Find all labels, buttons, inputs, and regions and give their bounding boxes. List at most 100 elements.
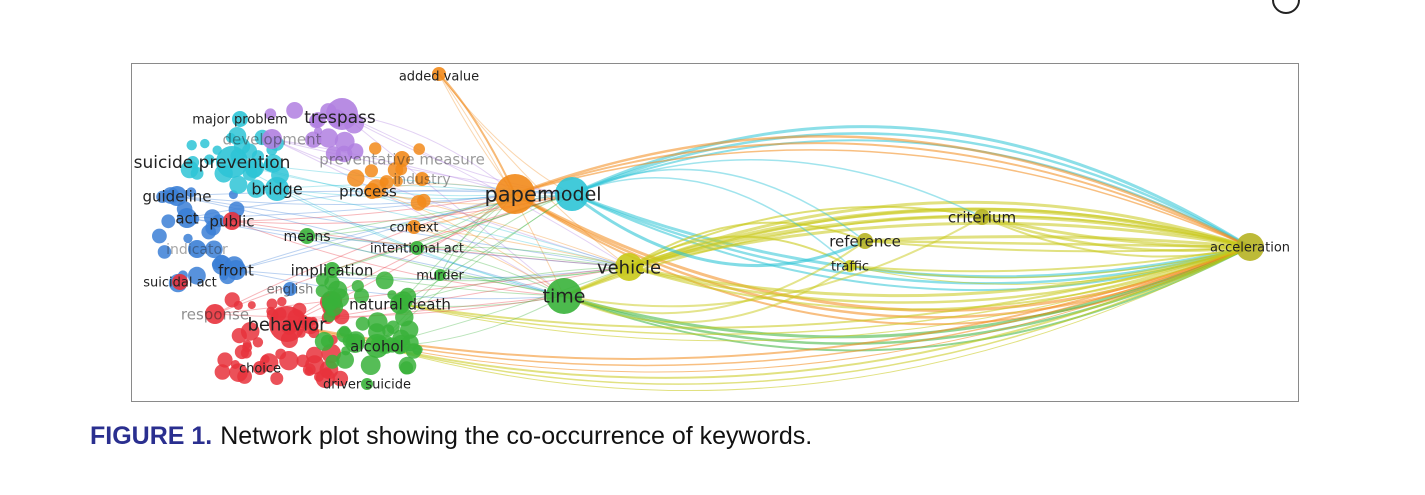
minor-node <box>347 169 365 187</box>
edge <box>628 245 1251 298</box>
edge <box>341 113 565 297</box>
edge <box>286 193 516 325</box>
edge <box>628 214 1251 269</box>
network-svg: added value major problem trespass developm… <box>134 67 1290 393</box>
node-choice <box>253 361 267 375</box>
edge <box>341 113 630 268</box>
minor-node <box>392 176 403 187</box>
edge <box>399 266 630 305</box>
edge <box>331 193 516 271</box>
edge <box>628 246 1251 311</box>
node-label-public: public <box>209 212 254 230</box>
minor-node <box>186 187 197 198</box>
node-acceleration <box>1236 233 1264 261</box>
minor-node <box>327 280 348 300</box>
minor-node <box>286 102 303 119</box>
minor-node <box>247 301 256 310</box>
edge <box>235 266 630 280</box>
minor-node <box>305 131 322 148</box>
edge <box>331 269 565 297</box>
network-plot: added value major problem trespass developm… <box>131 63 1299 402</box>
minor-node <box>217 352 233 368</box>
edge <box>399 295 565 307</box>
node-indicator <box>188 240 206 258</box>
minor-node <box>266 298 278 310</box>
minor-node <box>201 224 216 240</box>
minor-node <box>242 342 253 353</box>
edge <box>849 246 1251 279</box>
edge <box>514 135 1251 249</box>
minor-node <box>264 154 283 173</box>
node-label-development: development <box>223 130 322 148</box>
edge <box>331 193 573 271</box>
minor-node <box>325 354 340 369</box>
edge <box>341 113 573 195</box>
node-layer <box>167 67 1264 390</box>
node-label-suicide-prevention: suicide prevention <box>134 153 291 173</box>
minor-node <box>252 337 264 348</box>
minor-node <box>188 266 206 285</box>
edge <box>571 125 1251 249</box>
node-means <box>299 228 315 244</box>
edge <box>571 159 983 218</box>
edge <box>286 246 1251 373</box>
edge <box>271 138 565 297</box>
edge <box>438 73 630 268</box>
node-natural-death <box>390 294 410 314</box>
node-label-preventative-measure: preventative measure <box>319 150 485 168</box>
minor-node <box>318 128 339 148</box>
node-suicidal-act <box>172 274 188 290</box>
node-process <box>364 183 380 199</box>
edge <box>214 295 565 318</box>
node-label-criterium: criterium <box>948 208 1016 226</box>
edge <box>438 73 573 195</box>
minor-node <box>264 108 277 120</box>
edge <box>571 168 866 242</box>
node-label-alcohol: alcohol <box>350 337 404 355</box>
edge <box>231 193 516 222</box>
edge <box>416 246 630 268</box>
node-public <box>223 212 241 230</box>
edge <box>214 193 516 315</box>
edge <box>416 247 565 297</box>
minor-node <box>355 316 370 331</box>
node-label-guideline: guideline <box>142 187 211 205</box>
minor-node <box>261 354 270 364</box>
minor-node-layer <box>152 102 431 389</box>
minor-node <box>200 138 210 149</box>
minor-node <box>214 364 231 380</box>
node-label-suicidal-act: suicidal act <box>143 276 217 291</box>
node-label-english: english <box>267 283 314 298</box>
edge <box>438 73 565 297</box>
node-guideline <box>167 186 187 206</box>
node-intentional-act <box>410 241 424 255</box>
node-label-natural-death: natural death <box>349 295 451 313</box>
minor-node <box>240 322 260 341</box>
edge <box>413 193 573 228</box>
edge <box>231 220 565 297</box>
node-label-means: means <box>284 229 331 245</box>
edge <box>276 188 630 268</box>
node-model <box>555 177 589 211</box>
node-act <box>177 208 197 228</box>
node-reference <box>857 233 873 249</box>
corner-badge-icon <box>1272 0 1300 14</box>
edge <box>563 240 866 315</box>
minor-node <box>277 296 287 307</box>
edge <box>306 193 573 237</box>
node-context <box>407 220 421 234</box>
node-label-acceleration: acceleration <box>1210 241 1290 256</box>
node-trespass <box>326 98 358 130</box>
minor-node <box>229 175 248 194</box>
minor-node <box>334 131 355 152</box>
edge <box>981 215 1251 249</box>
minor-node <box>369 142 382 155</box>
node-label-vehicle: vehicle <box>597 257 661 278</box>
node-added-value <box>432 67 446 81</box>
node-preventative-measure <box>394 151 410 167</box>
node-label-industry: industry <box>393 172 450 188</box>
minor-node <box>237 369 252 384</box>
minor-node <box>375 271 394 290</box>
minor-node <box>354 288 369 304</box>
minor-node <box>360 355 381 375</box>
